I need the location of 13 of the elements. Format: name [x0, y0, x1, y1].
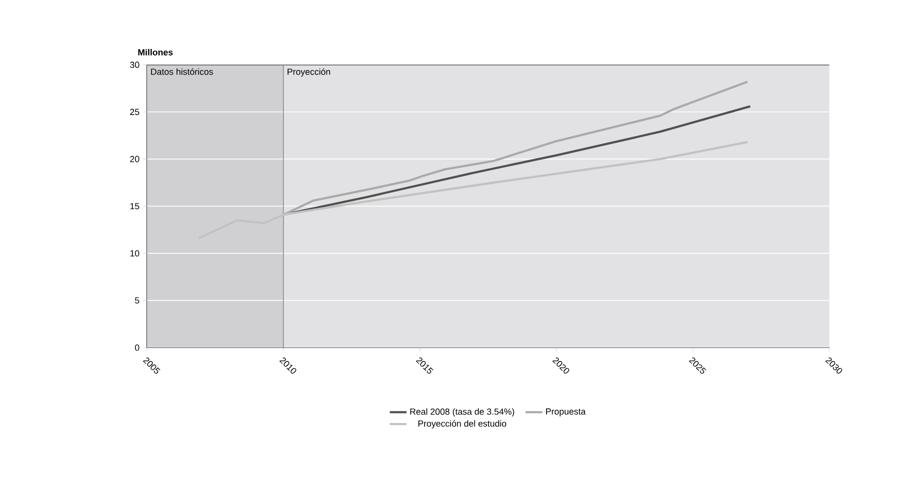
y-tick-label: 5 — [135, 297, 140, 304]
y-tick-label: 15 — [130, 203, 140, 210]
y-tick-label: 0 — [135, 344, 140, 351]
band-label: Proyección — [288, 68, 330, 77]
y-axis-title: Millones — [138, 48, 173, 56]
y-tick-label: 25 — [130, 108, 140, 116]
legend-label: Propuesta — [546, 408, 586, 416]
band-label: Datos históricos — [151, 68, 213, 75]
y-tick-label: 30 — [130, 62, 140, 68]
y-tick-label: 20 — [130, 156, 140, 162]
legend-label: Real 2008 (tasa de 3.54%) — [410, 408, 514, 417]
y-tick-label: 10 — [130, 250, 140, 256]
legend-label: Proyección del estudio — [418, 420, 506, 428]
